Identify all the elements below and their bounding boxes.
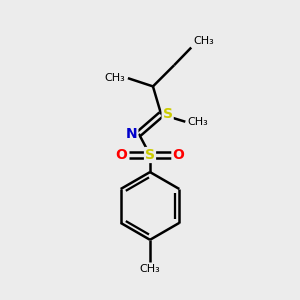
Text: O: O: [116, 148, 127, 162]
Text: N: N: [126, 127, 137, 141]
Text: CH₃: CH₃: [188, 117, 208, 127]
Text: S: S: [145, 148, 155, 162]
Text: CH₃: CH₃: [140, 264, 160, 274]
Text: O: O: [173, 148, 184, 162]
Text: S: S: [163, 107, 173, 122]
Text: CH₃: CH₃: [105, 73, 126, 83]
Text: CH₃: CH₃: [193, 36, 214, 46]
